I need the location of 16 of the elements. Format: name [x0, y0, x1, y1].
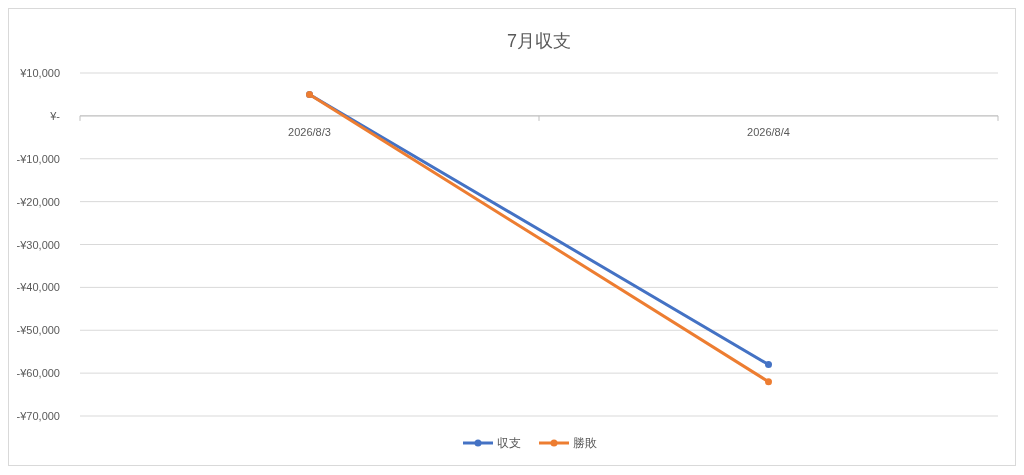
y-tick-label: -¥30,000 — [16, 238, 60, 251]
y-tick-label: ¥10,000 — [19, 67, 60, 79]
chart-title: 7月収支 — [506, 31, 572, 51]
legend-label: 勝敗 — [573, 436, 597, 450]
y-tick-label: -¥70,000 — [16, 410, 60, 422]
y-tick-label: -¥60,000 — [16, 367, 60, 380]
y-tick-label: -¥50,000 — [16, 324, 60, 337]
y-tick-label: -¥10,000 — [16, 152, 60, 165]
y-tick-label: ¥- — [49, 109, 61, 122]
y-tick-label: -¥20,000 — [16, 195, 60, 208]
x-tick-label: 2026/8/4 — [747, 125, 790, 138]
y-tick-label: -¥40,000 — [16, 281, 60, 294]
point — [765, 361, 772, 369]
legend-label: 収支 — [497, 436, 521, 450]
point — [765, 378, 772, 386]
x-tick-label: 2026/8/3 — [288, 125, 331, 138]
